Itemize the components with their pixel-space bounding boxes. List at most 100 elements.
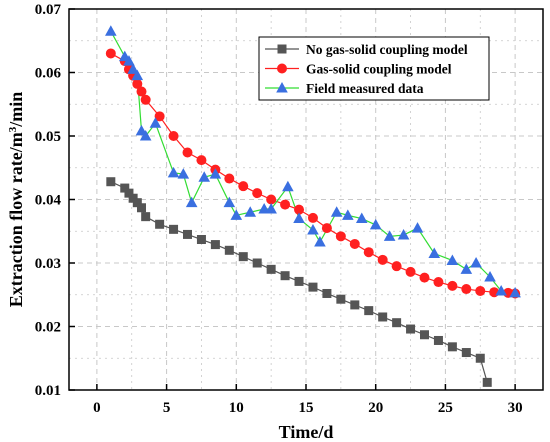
series-2-point (293, 212, 305, 224)
series-0-point (210, 240, 220, 250)
series-0-point (336, 294, 346, 304)
series-1-point (132, 78, 143, 89)
series-2-point (105, 25, 117, 36)
series-0-point (447, 342, 457, 352)
legend-label-0: No gas-solid coupling model (306, 42, 468, 57)
series-1-point (461, 284, 472, 295)
x-tick-label: 5 (163, 400, 171, 416)
x-tick-label: 30 (508, 400, 523, 416)
series-1-point (391, 261, 402, 272)
x-tick-label: 0 (93, 400, 101, 416)
series-0-point (124, 188, 134, 198)
series-2-point (149, 117, 162, 128)
series-2-point (342, 209, 354, 220)
series-0-point (433, 335, 443, 345)
x-tick-label: 25 (438, 400, 453, 416)
series-0-point (183, 229, 192, 239)
series-2-point (446, 254, 459, 265)
series-2-point (198, 171, 211, 182)
series-0-point (196, 235, 206, 245)
series-2-point (265, 203, 277, 214)
series-1-point (405, 266, 416, 277)
series-1-point (433, 277, 444, 288)
series-0-point (120, 183, 130, 193)
series-2-point (428, 247, 441, 258)
series-0-point (132, 198, 142, 208)
y-tick-label: 0.07 (35, 2, 62, 18)
series-2-point (167, 166, 180, 178)
series-1-point (238, 181, 249, 192)
y-tick-label: 0.03 (35, 256, 61, 272)
legend-marker-2 (276, 82, 288, 93)
series-0-point (378, 312, 388, 322)
series-0-point (482, 377, 492, 387)
series-markers (105, 25, 521, 387)
series-2-point (330, 206, 343, 217)
series-2-point (495, 284, 507, 296)
series-2-point (411, 222, 424, 233)
series-0-point (475, 353, 485, 363)
series-2-point (509, 286, 521, 298)
series-0-point (266, 264, 276, 274)
x-tick-label: 15 (299, 400, 314, 416)
series-0-point (308, 282, 318, 292)
series-1-point (335, 231, 346, 242)
series-0-point (461, 348, 471, 358)
series-2-point (484, 270, 496, 282)
series-0-point (364, 306, 374, 316)
series-1-point (168, 131, 179, 141)
y-axis-title: Extraction flow rate/m3/min (6, 92, 26, 307)
series-2-point (185, 196, 198, 208)
axis-tick-labels: 0 5 10 15 20 25 30 0.01 0.02 0.03 0.04 0.05 0.06 0.07 (35, 2, 523, 416)
series-0-point (322, 288, 332, 298)
series-2-point (244, 206, 257, 217)
series-1-point (280, 199, 291, 210)
series-2-point (314, 236, 326, 247)
x-axis-title: Time/d (279, 422, 334, 442)
series-0-point (294, 276, 304, 286)
series-2-point (460, 263, 473, 274)
series-0-point (106, 177, 116, 187)
series-1-point (307, 212, 318, 223)
series-0-point (169, 224, 179, 234)
series-2-point (230, 209, 243, 220)
series-1-point (294, 204, 305, 215)
series-2-point (369, 218, 382, 230)
series-2-markers (105, 25, 521, 298)
series-0-markers (106, 177, 492, 387)
series-0-point (224, 245, 234, 255)
y-axis-title-main: Extraction flow rate/m (6, 132, 26, 307)
legend-label-2: Field measured data (306, 81, 424, 96)
series-1-point (136, 86, 147, 97)
series-1-point (349, 238, 360, 249)
series-2-point (470, 257, 482, 268)
series-2-point (177, 168, 190, 179)
series-0-point (238, 252, 248, 262)
series-1-point (321, 223, 332, 234)
series-0-point (392, 318, 402, 328)
y-tick-label: 0.06 (35, 66, 62, 82)
series-1-point (266, 194, 277, 205)
series-0-point (155, 219, 165, 229)
y-tick-label: 0.04 (35, 193, 62, 209)
series-2-point (355, 212, 368, 224)
series-2-point (397, 229, 410, 240)
series-1-point (196, 155, 207, 166)
series-2-point (282, 180, 294, 192)
series-1-point (447, 280, 458, 291)
series-2-point (131, 69, 144, 81)
series-1-point (475, 285, 486, 296)
series-0-point (350, 300, 360, 310)
series-0-point (420, 330, 429, 340)
series-0-point (252, 258, 262, 268)
y-tick-label: 0.02 (35, 320, 61, 336)
legend-marker-1 (277, 63, 287, 74)
y-tick-label: 0.05 (35, 129, 61, 145)
series-0-point (141, 212, 151, 222)
series-1-point (363, 247, 374, 258)
series-1-point (140, 94, 151, 105)
series-2-point (123, 55, 135, 66)
x-tick-label: 20 (368, 400, 383, 416)
series-1-point (105, 48, 116, 59)
series-1-point (182, 147, 193, 158)
